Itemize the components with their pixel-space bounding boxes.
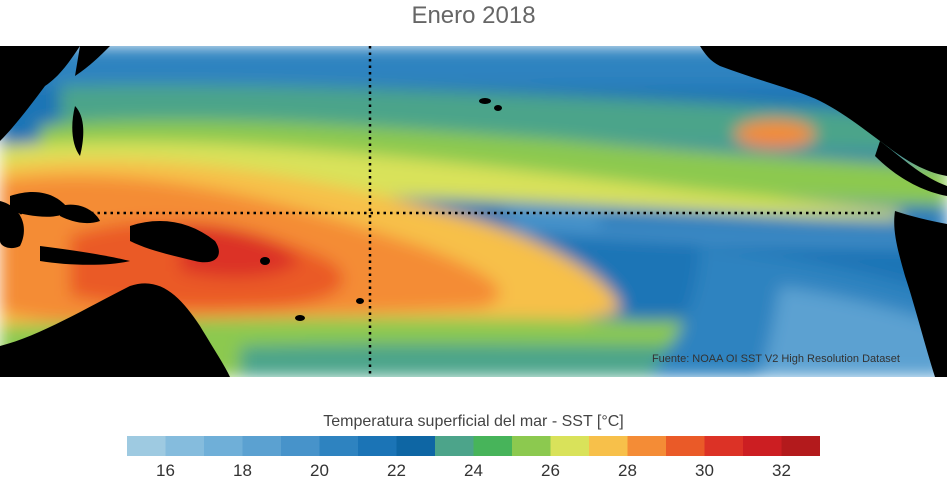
- colorbar-swatch: [281, 436, 320, 456]
- colorbar-swatch: [127, 436, 166, 456]
- colorbar-swatch: [473, 436, 513, 456]
- colorbar-swatch: [435, 436, 474, 456]
- colorbar-swatch: [704, 436, 744, 456]
- source-credit: Fuente: NOAA OI SST V2 High Resolution D…: [652, 353, 900, 365]
- colorbar-swatch: [512, 436, 551, 456]
- colorbar-swatch: [627, 436, 667, 456]
- colorbar-tick-label: 22: [387, 461, 406, 480]
- colorbar-swatch: [319, 436, 359, 456]
- colorbar-swatch: [589, 436, 628, 456]
- colorbar: [127, 436, 820, 456]
- map-title: Enero 2018: [411, 2, 536, 29]
- colorbar-tick-label: 20: [310, 461, 329, 480]
- colorbar-swatch: [743, 436, 782, 456]
- colorbar-tick-label: 24: [464, 461, 483, 480]
- colorbar-swatch: [242, 436, 282, 456]
- colorbar-tick-label: 28: [618, 461, 637, 480]
- colorbar-swatch: [396, 436, 436, 456]
- colorbar-tick-label: 26: [541, 461, 560, 480]
- colorbar-ticks: 16 18 20 22 24 26 28 30 32: [127, 461, 820, 481]
- colorbar-swatch: [165, 436, 205, 456]
- colorbar-tick-label: 32: [772, 461, 791, 480]
- colorbar-tick-label: 18: [233, 461, 252, 480]
- colorbar-swatch: [666, 436, 705, 456]
- colorbar-swatch: [204, 436, 243, 456]
- sst-map: Fuente: NOAA OI SST V2 High Resolution D…: [0, 46, 947, 377]
- colorbar-tick-label: 30: [695, 461, 714, 480]
- colorbar-swatch: [781, 436, 820, 456]
- land: [0, 46, 947, 377]
- colorbar-swatch: [550, 436, 590, 456]
- colorbar-tick-label: 16: [156, 461, 175, 480]
- colorbar-title: Temperatura superficial del mar - SST [°…: [323, 413, 624, 430]
- colorbar-swatch: [358, 436, 397, 456]
